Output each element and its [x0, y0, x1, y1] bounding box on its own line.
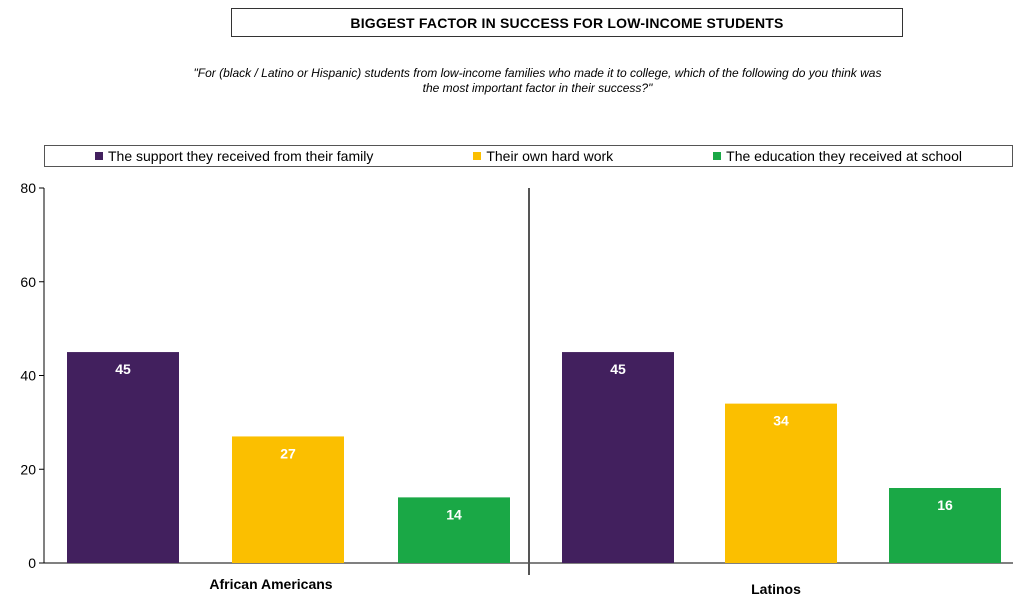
bar [562, 352, 674, 563]
category-label: Latinos [751, 581, 801, 597]
chart-subtitle: "For (black / Latino or Hispanic) studen… [60, 66, 1015, 96]
legend-swatch-hard-work [473, 152, 482, 160]
category-label: African Americans [209, 576, 332, 592]
bar [398, 497, 510, 563]
bar [232, 436, 344, 563]
legend-swatch-school [713, 152, 722, 160]
chart-title-text: BIGGEST FACTOR IN SUCCESS FOR LOW-INCOME… [350, 14, 784, 31]
bar-value-label: 45 [610, 361, 626, 377]
subtitle-line-1: "For (black / Latino or Hispanic) studen… [193, 66, 882, 80]
bar [725, 403, 837, 563]
legend-label-hard-work: Their own hard work [486, 148, 614, 164]
legend-label-school: The education they received at school [726, 148, 962, 164]
bar-value-label: 34 [773, 413, 789, 429]
bar-value-label: 14 [446, 506, 462, 522]
y-tick-label: 60 [20, 274, 36, 290]
legend-label-family: The support they received from their fam… [108, 148, 374, 164]
legend-swatch-family [95, 152, 103, 160]
legend-item-school: The education they received at school [713, 148, 962, 164]
subtitle-line-2: the most important factor in their succe… [422, 81, 653, 95]
chart-title: BIGGEST FACTOR IN SUCCESS FOR LOW-INCOME… [231, 8, 903, 37]
y-tick-label: 20 [20, 461, 36, 477]
legend: The support they received from their fam… [44, 145, 1013, 167]
bar-value-label: 45 [115, 361, 131, 377]
bar [889, 488, 1001, 563]
y-tick-label: 40 [20, 368, 36, 384]
bar-value-label: 16 [937, 497, 953, 513]
legend-item-hard-work: Their own hard work [473, 148, 613, 164]
y-tick-label: 80 [20, 180, 36, 196]
legend-item-family: The support they received from their fam… [95, 148, 373, 164]
y-tick-label: 0 [28, 555, 36, 571]
bar [67, 352, 179, 563]
bar-value-label: 27 [280, 445, 296, 461]
